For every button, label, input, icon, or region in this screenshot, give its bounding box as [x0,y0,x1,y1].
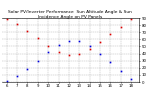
Text: Solar PV/Inverter Performance  Sun Altitude Angle & Sun Incidence Angle on PV Pa: Solar PV/Inverter Performance Sun Altitu… [8,10,132,19]
